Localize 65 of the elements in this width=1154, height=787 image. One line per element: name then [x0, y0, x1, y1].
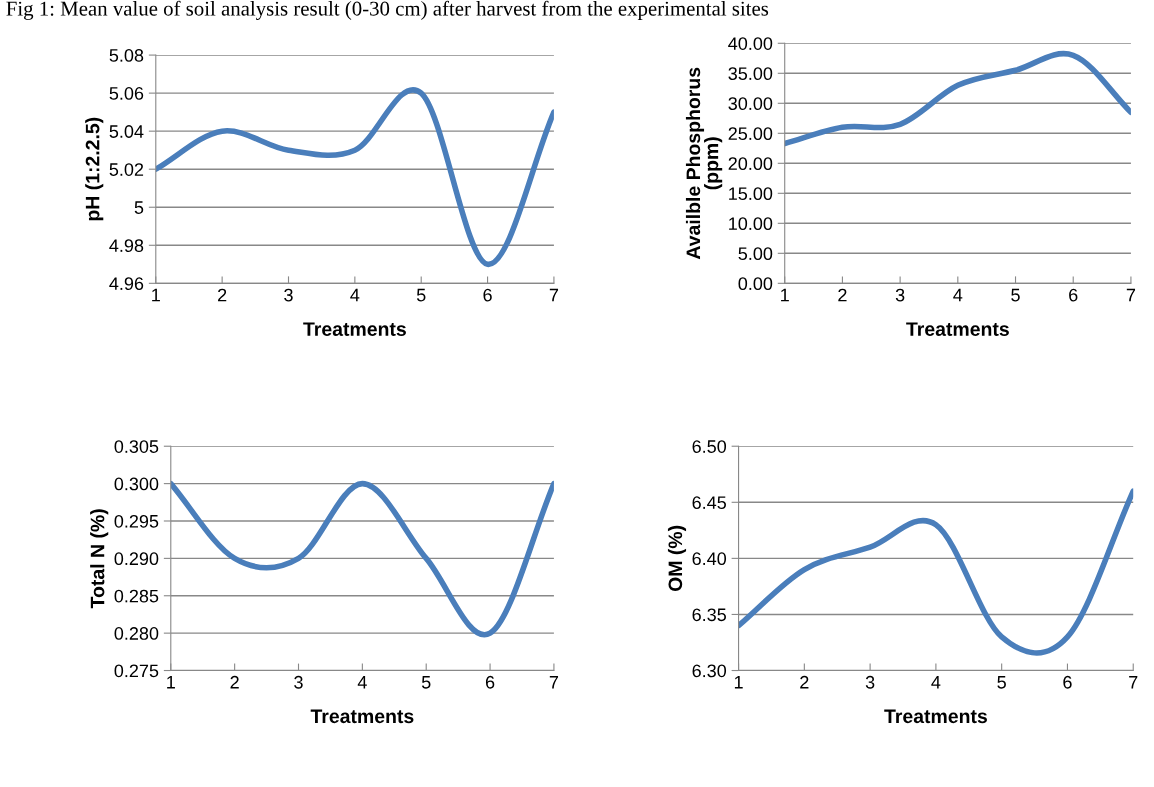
y-tick-label: 0.275 — [114, 664, 159, 678]
x-tick-label: 3 — [865, 675, 875, 689]
y-tick-label: 35.00 — [728, 67, 773, 81]
y-tick-label: 4.98 — [109, 239, 144, 252]
y-tick-label: 6.45 — [692, 496, 726, 510]
x-tick-label: 6 — [1063, 675, 1072, 689]
x-tick-label: 7 — [549, 676, 559, 689]
x-tick-label: 5 — [997, 676, 1006, 689]
y-tick-label: 10.00 — [729, 217, 773, 231]
y-tick-label: 0.00 — [738, 277, 773, 291]
y-tick-label: 40.00 — [728, 37, 773, 51]
chart-title: Fig 1: Mean value of soil analysis result (0-30 cm) after harvest from the experimental sites — [6, 0, 769, 20]
y-tick-label: 30.00 — [728, 97, 773, 111]
y-tick-label: 5.02 — [109, 163, 144, 176]
x-axis-title: Treatments — [310, 709, 414, 724]
y-tick-label: 4.96 — [109, 277, 144, 291]
y-tick-label: 6.50 — [692, 440, 727, 453]
y-tick-label: 6.30 — [692, 664, 727, 678]
x-tick-label: 6 — [483, 288, 492, 302]
x-tick-label: 6 — [485, 675, 495, 689]
y-tick-label: 0.290 — [114, 552, 159, 566]
x-axis-title: Treatments — [303, 322, 406, 336]
y-tick-label: 0.285 — [114, 589, 159, 603]
x-tick-label: 2 — [218, 288, 227, 302]
y-tick-label: 6.40 — [692, 552, 727, 566]
x-tick-label: 1 — [734, 676, 743, 689]
y-tick-label: 0.305 — [114, 440, 159, 453]
x-tick-label: 5 — [1011, 288, 1020, 302]
x-tick-label: 2 — [838, 288, 847, 302]
y-tick-label: 5 — [134, 201, 144, 214]
x-tick-label: 5 — [416, 288, 426, 302]
y-tick-label: 5.06 — [109, 87, 144, 100]
x-tick-label: 5 — [421, 676, 431, 689]
y-tick-label: 0.295 — [114, 514, 159, 528]
x-tick-label: 3 — [294, 675, 303, 689]
y-tick-label: 6.35 — [692, 608, 726, 622]
x-axis-title: Treatments — [884, 709, 987, 724]
y-tick-label: 0.280 — [114, 627, 159, 640]
y-axis-title: pH (1:2.2.5) — [85, 117, 104, 221]
y-axis-title: Total N (%) — [90, 509, 109, 609]
x-tick-label: 4 — [931, 676, 941, 689]
x-tick-label: 1 — [152, 288, 160, 302]
x-tick-label: 3 — [284, 288, 293, 302]
x-tick-label: 1 — [167, 676, 175, 689]
y-tick-label: 5.00 — [738, 247, 773, 261]
x-tick-label: 4 — [357, 676, 367, 689]
y-tick-label: 5.04 — [109, 125, 144, 138]
x-tick-label: 6 — [1069, 288, 1078, 302]
x-tick-label: 4 — [953, 288, 963, 302]
y-tick-label: 0.300 — [114, 477, 159, 491]
x-tick-label: 1 — [781, 288, 789, 302]
y-tick-label: 5.08 — [109, 49, 144, 62]
y-tick-label: 15.00 — [729, 187, 773, 201]
y-axis-title: OM (%) — [667, 525, 687, 592]
y-tick-label: 25.00 — [728, 127, 773, 141]
x-tick-label: 3 — [895, 288, 905, 302]
x-tick-label: 2 — [230, 675, 239, 689]
y-axis-title: Availble Phosphorus (ppm) — [685, 67, 723, 260]
x-tick-label: 4 — [350, 288, 360, 302]
x-axis-title: Treatments — [906, 322, 1009, 336]
x-tick-label: 7 — [1129, 676, 1138, 689]
y-tick-label: 20.00 — [728, 157, 773, 171]
x-tick-label: 7 — [1126, 288, 1136, 302]
x-tick-label: 2 — [800, 675, 809, 689]
x-tick-label: 7 — [549, 288, 559, 302]
